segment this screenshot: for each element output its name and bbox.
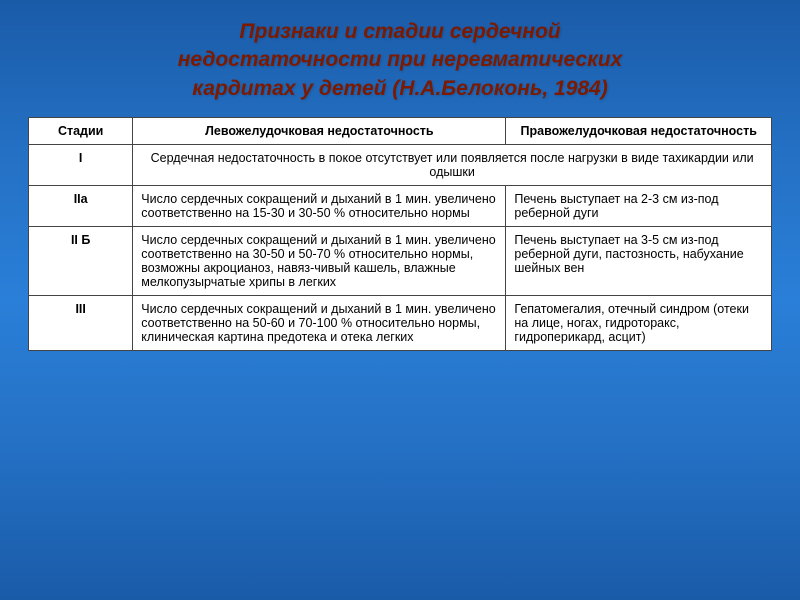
header-stage: Стадии bbox=[29, 118, 133, 145]
table-header-row: Стадии Левожелудочковая недостаточность … bbox=[29, 118, 772, 145]
cell-left: Число сердечных сокращений и дыханий в 1… bbox=[133, 296, 506, 351]
header-right: Правожелудочковая недостаточность bbox=[506, 118, 772, 145]
cell-right: Гепатомегалия, отечный синдром (отеки на… bbox=[506, 296, 772, 351]
cell-stage: IIа bbox=[29, 186, 133, 227]
cell-left: Число сердечных сокращений и дыханий в 1… bbox=[133, 227, 506, 296]
cell-merged: Сердечная недостаточность в покое отсутс… bbox=[133, 145, 772, 186]
slide-title: Признаки и стадии сердечной недостаточно… bbox=[28, 18, 772, 103]
table-row: III Число сердечных сокращений и дыханий… bbox=[29, 296, 772, 351]
cell-right: Печень выступает на 2-3 см из-под реберн… bbox=[506, 186, 772, 227]
table-row: I Сердечная недостаточность в покое отсу… bbox=[29, 145, 772, 186]
cell-stage: III bbox=[29, 296, 133, 351]
cell-left: Число сердечных сокращений и дыханий в 1… bbox=[133, 186, 506, 227]
slide: Признаки и стадии сердечной недостаточно… bbox=[0, 0, 800, 600]
title-line-1: Признаки и стадии сердечной bbox=[239, 20, 560, 43]
cell-stage: II Б bbox=[29, 227, 133, 296]
title-line-3: кардитах у детей (Н.А.Белоконь, 1984) bbox=[192, 77, 607, 100]
title-line-2: недостаточности при неревматических bbox=[178, 48, 622, 71]
header-left: Левожелудочковая недостаточность bbox=[133, 118, 506, 145]
table-row: II Б Число сердечных сокращений и дыхани… bbox=[29, 227, 772, 296]
cell-stage: I bbox=[29, 145, 133, 186]
cell-right: Печень выступает на 3-5 см из-под реберн… bbox=[506, 227, 772, 296]
classification-table: Стадии Левожелудочковая недостаточность … bbox=[28, 117, 772, 351]
table-row: IIа Число сердечных сокращений и дыханий… bbox=[29, 186, 772, 227]
